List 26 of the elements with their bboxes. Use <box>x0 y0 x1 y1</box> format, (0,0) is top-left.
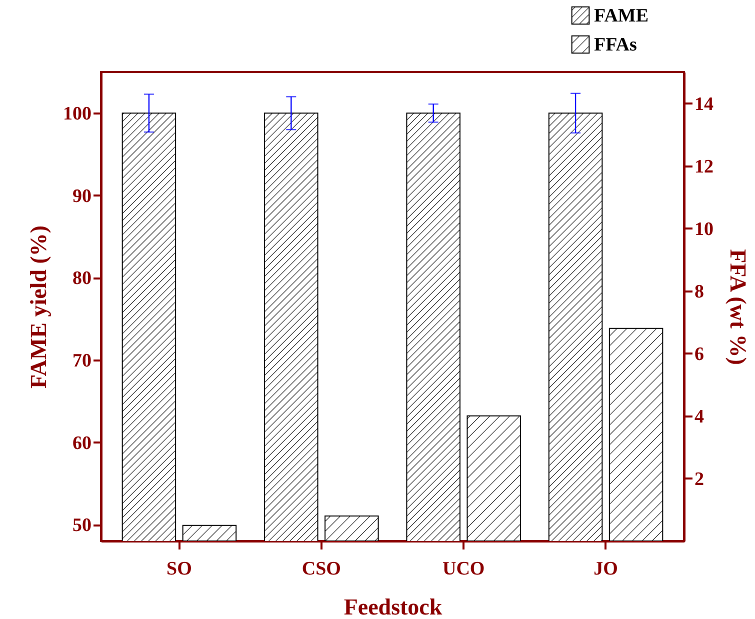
y-tick-label: 90 <box>72 186 92 207</box>
y-tick-label: 80 <box>72 268 92 290</box>
x-tick-label: SO <box>166 558 192 580</box>
y2-tick-label: 12 <box>694 156 714 178</box>
y-tick-label: 50 <box>72 515 92 536</box>
x-tick-label: CSO <box>302 558 341 580</box>
y2-tick-label: 2 <box>694 468 704 490</box>
y2-tick-label: 10 <box>694 218 714 240</box>
legend-label: FAME <box>594 6 649 26</box>
y-tick-label: 100 <box>63 104 92 125</box>
x-tick-label: JO <box>594 558 618 580</box>
y-tick-label: 70 <box>72 350 92 372</box>
y2-tick-label: 4 <box>694 406 704 428</box>
y-tick-label: 60 <box>72 432 92 454</box>
y2-tick-label: 6 <box>694 344 704 365</box>
bar <box>466 415 521 541</box>
y2-tick-label: 14 <box>694 94 714 115</box>
legend-label: FFAs <box>594 34 637 56</box>
y2-axis-title: FFA (wt %) <box>726 249 750 365</box>
x-tick-label: UCO <box>442 558 485 580</box>
y2-tick-label: 8 <box>694 281 704 302</box>
bar <box>182 524 237 541</box>
bar <box>324 515 379 541</box>
bar <box>608 328 664 541</box>
x-axis-title: Feedstock <box>344 594 442 619</box>
y-axis-title: FAME yield (%) <box>26 225 51 389</box>
